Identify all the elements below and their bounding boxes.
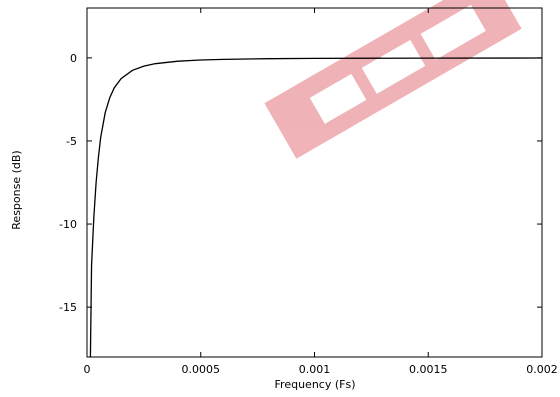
y-axis-label: Response (dB) xyxy=(10,150,23,229)
y-tick-label: -5 xyxy=(66,135,77,148)
x-axis-label: Frequency (Fs) xyxy=(275,378,356,391)
x-tick-label: 0.002 xyxy=(526,363,558,376)
series-line xyxy=(89,57,543,358)
y-axis: 0 -5 -10 -15 xyxy=(59,52,542,314)
x-tick-label: 0.0005 xyxy=(182,363,221,376)
plot-frame xyxy=(86,7,543,358)
x-tick-label: 0.0015 xyxy=(409,363,448,376)
x-tick-label: 0.001 xyxy=(299,363,331,376)
x-tick-label: 0 xyxy=(84,363,91,376)
y-tick-label: 0 xyxy=(70,52,77,65)
series-layer xyxy=(89,57,543,358)
watermark-logo xyxy=(264,0,522,159)
y-tick-label: -15 xyxy=(59,301,77,314)
plot-area xyxy=(86,7,543,358)
y-tick-label: -10 xyxy=(59,218,77,231)
x-axis: 0 0.0005 0.001 0.0015 0.002 xyxy=(84,8,558,376)
